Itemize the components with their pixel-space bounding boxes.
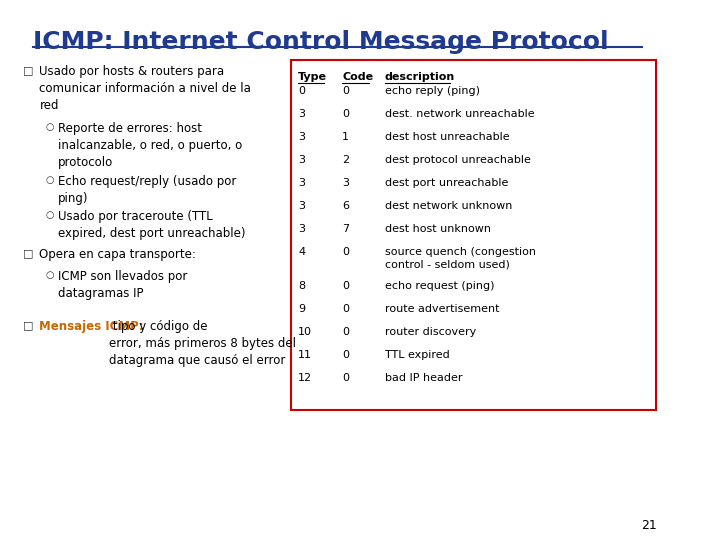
Text: □: □ [24,320,34,330]
Text: dest. network unreachable: dest. network unreachable [384,109,534,119]
Text: 3: 3 [298,109,305,119]
Text: 7: 7 [342,224,349,234]
Text: 6: 6 [342,201,349,211]
Text: 21: 21 [641,519,657,532]
Text: 0: 0 [342,327,349,337]
Text: 0: 0 [342,281,349,291]
Text: 9: 9 [298,304,305,314]
Text: 0: 0 [342,304,349,314]
Text: route advertisement: route advertisement [384,304,499,314]
Text: □: □ [24,65,34,75]
Text: Usado por hosts & routers para
comunicar información a nivel de la
red: Usado por hosts & routers para comunicar… [40,65,251,112]
Text: 10: 10 [298,327,312,337]
Text: dest host unreachable: dest host unreachable [384,132,509,142]
Text: 2: 2 [342,155,349,165]
Text: 11: 11 [298,350,312,360]
Text: ○: ○ [45,210,53,220]
Text: 0: 0 [342,86,349,96]
Text: dest network unknown: dest network unknown [384,201,512,211]
Text: Type: Type [298,72,327,82]
Text: 3: 3 [298,201,305,211]
Text: □: □ [24,248,34,258]
Text: 0: 0 [342,350,349,360]
Text: 8: 8 [298,281,305,291]
Text: Code: Code [342,72,374,82]
Text: 0: 0 [342,109,349,119]
Text: ○: ○ [45,270,53,280]
Text: 0: 0 [342,373,349,383]
Text: router discovery: router discovery [384,327,476,337]
Text: echo request (ping): echo request (ping) [384,281,494,291]
Text: Mensajes ICMP:: Mensajes ICMP: [40,320,144,333]
Text: dest protocol unreachable: dest protocol unreachable [384,155,531,165]
Text: 3: 3 [342,178,349,188]
Text: ICMP: Internet Control Message Protocol: ICMP: Internet Control Message Protocol [33,30,608,54]
Text: 4: 4 [298,247,305,257]
Text: 3: 3 [298,132,305,142]
Text: 3: 3 [298,155,305,165]
Text: Usado por traceroute (TTL
expired, dest port unreachable): Usado por traceroute (TTL expired, dest … [58,210,246,240]
Text: dest host unknown: dest host unknown [384,224,490,234]
Text: Opera en capa transporte:: Opera en capa transporte: [40,248,197,261]
Text: Echo request/reply (usado por
ping): Echo request/reply (usado por ping) [58,175,237,205]
Text: 0: 0 [342,247,349,257]
Text: bad IP header: bad IP header [384,373,462,383]
Text: ○: ○ [45,122,53,132]
Text: ICMP son llevados por
datagramas IP: ICMP son llevados por datagramas IP [58,270,187,300]
Text: TTL expired: TTL expired [384,350,449,360]
Text: ○: ○ [45,175,53,185]
FancyBboxPatch shape [291,60,657,410]
Text: source quench (congestion
control - seldom used): source quench (congestion control - seld… [384,247,536,269]
Text: tipo y código de
error, más primeros 8 bytes del
datagrama que causó el error: tipo y código de error, más primeros 8 b… [109,320,296,367]
Text: 0: 0 [298,86,305,96]
Text: Reporte de errores: host
inalcanzable, o red, o puerto, o
protocolo: Reporte de errores: host inalcanzable, o… [58,122,243,169]
Text: 3: 3 [298,178,305,188]
Text: description: description [384,72,455,82]
Text: 1: 1 [342,132,349,142]
Text: echo reply (ping): echo reply (ping) [384,86,480,96]
Text: 3: 3 [298,224,305,234]
Text: 12: 12 [298,373,312,383]
Text: dest port unreachable: dest port unreachable [384,178,508,188]
